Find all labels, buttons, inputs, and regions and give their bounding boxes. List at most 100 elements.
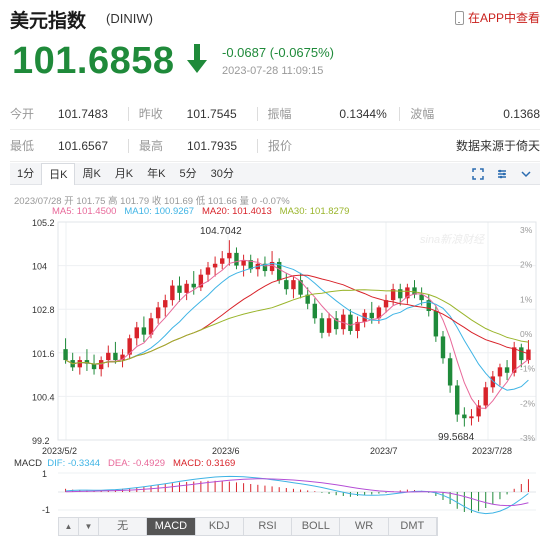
data-source: 数据来源于倚天 [455,139,540,153]
candle-body [227,252,232,259]
indicator-boll[interactable]: BOLL [292,518,341,535]
scroll-down-button[interactable]: ▼ [79,518,99,535]
divider [257,138,258,153]
low-label: 99.5684 [438,432,475,443]
candle-body [312,303,318,319]
stat-label: 昨收 [138,107,163,121]
chevron-down-icon[interactable] [520,168,532,180]
candle-body [276,261,282,281]
stat-value: 101.7935 [187,138,238,153]
stat-value: 0.1368 [503,106,540,121]
candle-body [348,314,353,331]
candle-body [305,294,310,304]
settings-icon[interactable] [496,168,508,180]
tab-30min[interactable]: 30分 [210,167,234,180]
y-tick-label: 105.2 [32,218,55,228]
percent-axis: 3% 2% 1% 0% -1% -2% -3% [520,225,536,443]
y-tick-label: 104 [32,262,47,272]
candle-body [383,300,389,308]
divider [399,106,401,121]
candle-body [234,252,239,266]
ma5-line [65,259,529,409]
candle-body [497,367,503,377]
candle-body [163,300,168,308]
page-title: 美元指数 [10,11,87,32]
candle-body [84,360,90,364]
candle-body [376,307,382,319]
indicator-dmt[interactable]: DMT [389,518,437,535]
macd-lines [65,475,529,515]
pct-tick-label: -1% [520,364,536,374]
candle-body [398,289,403,299]
ma10-label: MA10: 100.9267 [124,206,195,217]
pct-tick-label: 0% [520,329,533,339]
candle-body [405,287,410,299]
candle-body [98,360,104,370]
y-tick-label: 99.2 [32,436,50,446]
macd-chart[interactable]: 1 -1 [0,468,550,516]
candle-body [355,321,360,331]
candle-body [476,405,481,417]
stat-value: 101.6567 [58,138,109,153]
indicator-kdj[interactable]: KDJ [196,518,244,535]
candle-body [390,289,396,301]
ma20-line [65,274,529,365]
tab-monthly[interactable]: 月K [114,167,134,180]
x-tick-label: 2023/5/2 [42,446,77,456]
timeframe-tabs: 1分 日K 周K 月K 年K 5分 30分 [10,162,540,185]
macd-label: MACD: 0.3169 [172,458,236,469]
indicator-wr[interactable]: WR [340,518,389,535]
kline-chart[interactable]: sina新浪财经 105.2 104 102.8 101.6 100.4 99.2 3% 2… [0,216,550,456]
candle-body [212,263,218,268]
candle-body [341,314,346,330]
x-tick-label: 2023/6 [212,446,240,456]
indicator-none[interactable]: 无 [99,518,148,535]
down-arrow-icon [186,44,208,79]
watermark: sina新浪财经 [420,233,485,246]
ma20-label: MA20: 101.4013 [202,206,272,217]
phone-icon [454,10,464,25]
candle-body [526,349,531,361]
candles [63,240,531,427]
ohlc-readout: 2023/07/28 开 101.75 高 101.79 收 101.69 低 … [14,196,290,207]
candle-body [248,260,253,270]
tab-yearly[interactable]: 年K [147,167,166,180]
candle-body [148,318,154,335]
tab-5min[interactable]: 5分 [179,167,197,180]
tab-weekly[interactable]: 周K [82,167,101,180]
y-axis: 105.2 104 102.8 101.6 100.4 99.2 [32,218,55,446]
stats-table: 今开 101.7483 昨收 101.7545 振幅 0.1344% 波幅 0.… [10,98,540,162]
dif-label: DIF: -0.3344 [47,458,101,469]
candle-body [291,280,296,290]
candle-body [113,352,118,361]
macd-legend: MACD DIF: -0.3344 DEA: -0.4929 MACD: 0.3… [14,458,235,469]
dea-label: DEA: -0.4929 [108,458,166,469]
open-in-app-label: 在APP中查看 [467,11,540,25]
scroll-up-button[interactable]: ▲ [59,518,79,535]
candle-body [319,318,325,333]
tab-daily[interactable]: 日K [41,162,76,185]
candle-body [77,360,83,368]
candle-body [141,327,147,335]
current-price: 101.6858 [12,40,175,82]
open-in-app-link[interactable]: 在APP中查看 [454,9,540,26]
candle-body [220,258,225,264]
stat-label: 波幅 [410,107,435,121]
indicator-rsi[interactable]: RSI [244,518,293,535]
macd-name: MACD [14,458,42,469]
quote-timestamp: 2023-07-28 11:09:15 [222,65,324,77]
candle-body [433,311,439,337]
tab-1min[interactable]: 1分 [17,167,35,180]
stat-label: 今开 [10,107,35,121]
pct-tick-label: 3% [520,225,533,235]
candle-body [483,387,488,406]
candle-body [106,352,111,361]
pct-tick-label: -2% [520,398,536,408]
indicator-macd[interactable]: MACD [147,518,196,535]
candle-body [426,300,431,312]
stat-label: 最低 [10,139,35,153]
fullscreen-icon[interactable] [472,167,484,180]
plot-frame [57,221,537,441]
candle-body [269,261,275,272]
candle-body [447,358,453,386]
